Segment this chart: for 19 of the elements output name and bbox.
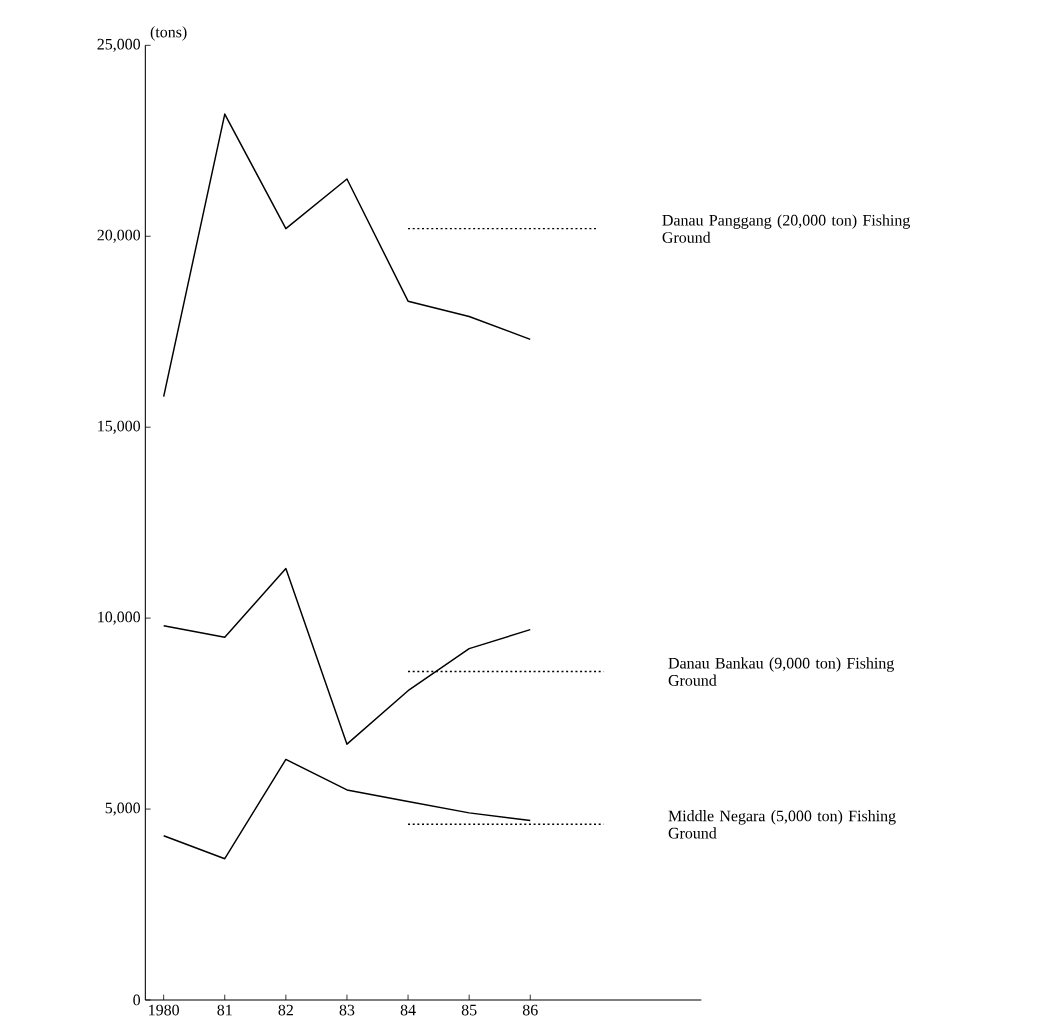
text: Middle Negara (5,000 ton) Fishing Ground — [668, 810, 896, 839]
y-tick-label: 25,000 — [97, 38, 141, 53]
x-tick-label: 84 — [400, 1004, 416, 1016]
y-tick-label: 15,000 — [98, 420, 141, 434]
text: Danau Bankau (9,000 ton) Fishing Ground — [668, 657, 894, 686]
y-axis-title: (tons) — [150, 26, 187, 41]
x-tick-label: 82 — [278, 1004, 293, 1016]
x-tick-label: 85 — [461, 1004, 477, 1016]
text: Danau Panggang (20,000 ton) Fishing Ground — [662, 214, 911, 244]
x-tick-label: 81 — [217, 1004, 232, 1016]
x-tick-label: 86 — [522, 1004, 538, 1016]
line-series — [162, 113, 531, 398]
y-tick-label: 10,000 — [98, 611, 141, 625]
y-tick-label: 20,000 — [97, 229, 141, 243]
y-tick-label: 0 — [133, 994, 141, 1006]
x-tick-label: 1980 — [149, 1004, 179, 1016]
y-tick-label: 5,000 — [105, 802, 141, 816]
line-series — [162, 758, 531, 860]
x-tick-label: 83 — [339, 1004, 355, 1016]
